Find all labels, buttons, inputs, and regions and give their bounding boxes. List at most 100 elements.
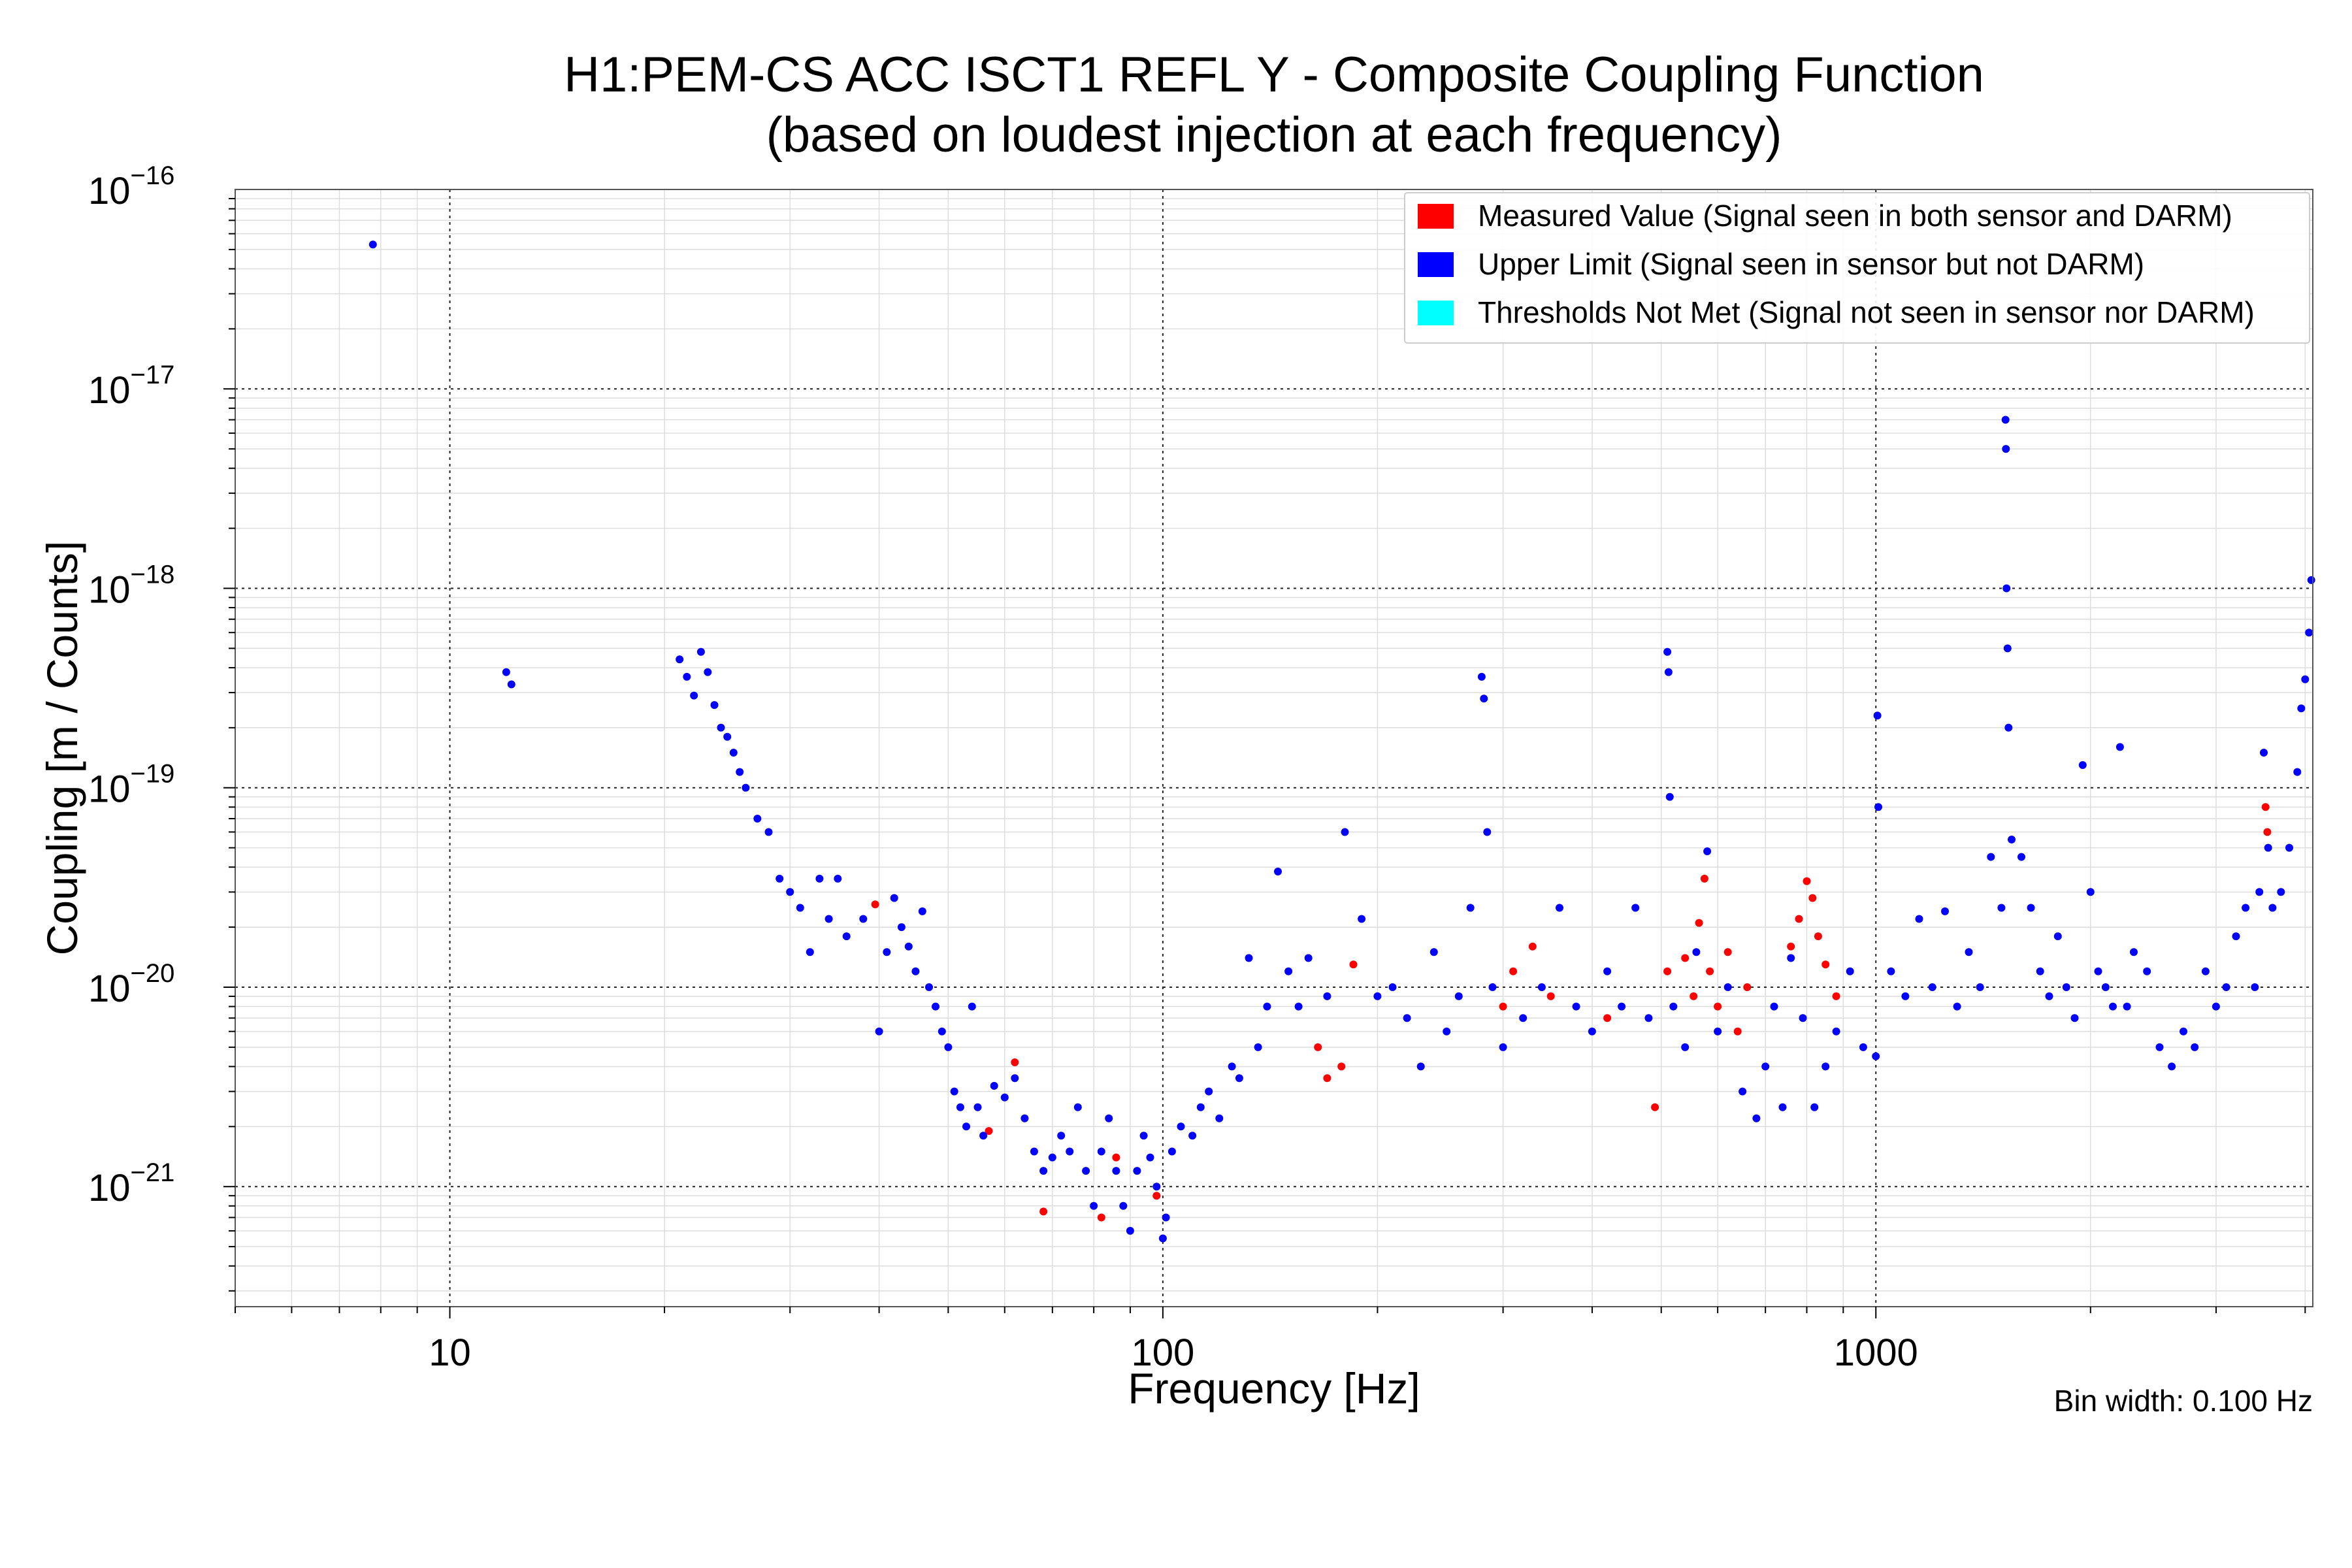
data-point-upper-limit (683, 672, 691, 681)
data-point-upper-limit (1048, 1153, 1056, 1162)
data-point-upper-limit (1168, 1147, 1176, 1156)
data-point-upper-limit (1556, 904, 1563, 912)
data-point-upper-limit (1723, 983, 1732, 991)
data-point-upper-limit (1215, 1114, 1224, 1122)
data-point-upper-limit (1928, 983, 1936, 991)
data-point-upper-limit (1066, 1147, 1074, 1156)
data-point-upper-limit (925, 983, 933, 991)
data-point-upper-limit (897, 923, 906, 932)
data-point-upper-limit (1011, 1074, 1019, 1083)
data-point-upper-limit (918, 907, 926, 915)
data-point-upper-limit (2001, 416, 2010, 424)
data-point-upper-limit (1133, 1167, 1141, 1175)
data-point-upper-limit (2277, 888, 2285, 896)
data-point-measured (1546, 992, 1555, 1000)
data-point-measured (1314, 1043, 1322, 1051)
data-point-upper-limit (1714, 1027, 1722, 1036)
data-point-upper-limit (806, 948, 814, 956)
data-point-upper-limit (1284, 967, 1293, 975)
data-point-upper-limit (1039, 1167, 1048, 1175)
data-point-upper-limit (2180, 1027, 2187, 1036)
data-point-measured (1821, 960, 1830, 969)
data-point-upper-limit (710, 701, 719, 710)
data-point-measured (1733, 1027, 1742, 1036)
data-point-upper-limit (2027, 904, 2035, 912)
legend: Measured Value (Signal seen in both sens… (1404, 192, 2310, 344)
data-point-upper-limit (962, 1122, 970, 1131)
data-point-upper-limit (2264, 843, 2272, 852)
data-point-upper-limit (776, 874, 784, 883)
data-point-upper-limit (968, 1002, 976, 1011)
y-tick-label: 10−19 (88, 760, 174, 811)
data-point-measured (1349, 960, 1358, 969)
data-point-measured (1011, 1058, 1019, 1066)
data-points (368, 240, 2315, 1243)
data-point-upper-limit (1761, 1062, 1770, 1071)
data-point-upper-limit (764, 828, 773, 836)
data-point-upper-limit (2109, 1002, 2117, 1011)
data-point-measured (2263, 828, 2272, 836)
data-point-measured (1690, 992, 1698, 1000)
data-point-upper-limit (815, 874, 824, 883)
data-point-upper-limit (2305, 629, 2313, 637)
data-point-upper-limit (502, 668, 510, 676)
data-point-upper-limit (1953, 1002, 1961, 1011)
data-point-measured (1700, 874, 1708, 883)
data-point-upper-limit (1669, 1002, 1678, 1011)
data-point-upper-limit (1976, 983, 1984, 991)
y-tick-label: 10−20 (88, 959, 174, 1010)
data-point-upper-limit (938, 1027, 946, 1036)
data-point-upper-limit (1466, 904, 1475, 912)
data-point-upper-limit (729, 749, 738, 757)
y-tick-label: 10−16 (88, 161, 174, 212)
data-point-upper-limit (2155, 1043, 2164, 1051)
legend-box (1404, 192, 2310, 344)
data-point-upper-limit (1665, 792, 1674, 801)
data-point-upper-limit (2143, 967, 2151, 975)
data-point-upper-limit (1188, 1132, 1197, 1140)
data-point-upper-limit (1664, 668, 1673, 676)
data-point-measured (1152, 1192, 1161, 1200)
data-point-measured (1509, 967, 1518, 975)
y-tick-label: 10−18 (88, 560, 174, 611)
chart-title: H1:PEM-CS ACC ISCT1 REFL Y - Composite C… (564, 47, 1984, 103)
data-point-measured (1603, 1014, 1612, 1022)
data-point-measured (1663, 967, 1672, 975)
data-point-measured (1795, 915, 1803, 923)
data-point-upper-limit (2201, 967, 2210, 975)
data-point-upper-limit (2070, 1014, 2079, 1022)
data-point-measured (1337, 1062, 1346, 1071)
data-point-upper-limit (1373, 992, 1382, 1000)
data-point-upper-limit (944, 1043, 953, 1051)
data-point-upper-limit (2297, 704, 2306, 713)
data-point-upper-limit (1874, 803, 1882, 811)
data-point-upper-limit (834, 874, 842, 883)
legend-swatch-measured (1418, 204, 1454, 229)
data-point-measured (1681, 954, 1690, 962)
data-point-upper-limit (883, 948, 891, 956)
data-point-upper-limit (2053, 932, 2062, 941)
data-point-upper-limit (1358, 915, 1366, 923)
data-point-measured (1528, 942, 1537, 951)
data-point-upper-limit (1139, 1132, 1148, 1140)
data-point-measured (1808, 894, 1817, 902)
data-point-upper-limit (2115, 743, 2124, 751)
data-point-upper-limit (904, 942, 913, 951)
data-point-upper-limit (1887, 967, 1895, 975)
data-point-upper-limit (2002, 445, 2010, 453)
data-point-upper-limit (1235, 1074, 1243, 1083)
data-point-upper-limit (1588, 1027, 1596, 1036)
data-point-upper-limit (2036, 967, 2044, 975)
data-point-upper-limit (1205, 1087, 1213, 1096)
data-point-upper-limit (1778, 1103, 1787, 1111)
x-tick-label: 10 (429, 1331, 471, 1374)
data-point-upper-limit (2168, 1062, 2176, 1071)
data-point-upper-limit (1618, 1002, 1626, 1011)
data-point-upper-limit (1915, 915, 1923, 923)
data-point-upper-limit (1941, 907, 1949, 915)
legend-label-upper-limit: Upper Limit (Signal seen in sensor but n… (1478, 247, 2144, 281)
data-point-upper-limit (1703, 847, 1712, 855)
x-tick-label: 1000 (1834, 1331, 1918, 1374)
data-point-upper-limit (1228, 1062, 1236, 1071)
